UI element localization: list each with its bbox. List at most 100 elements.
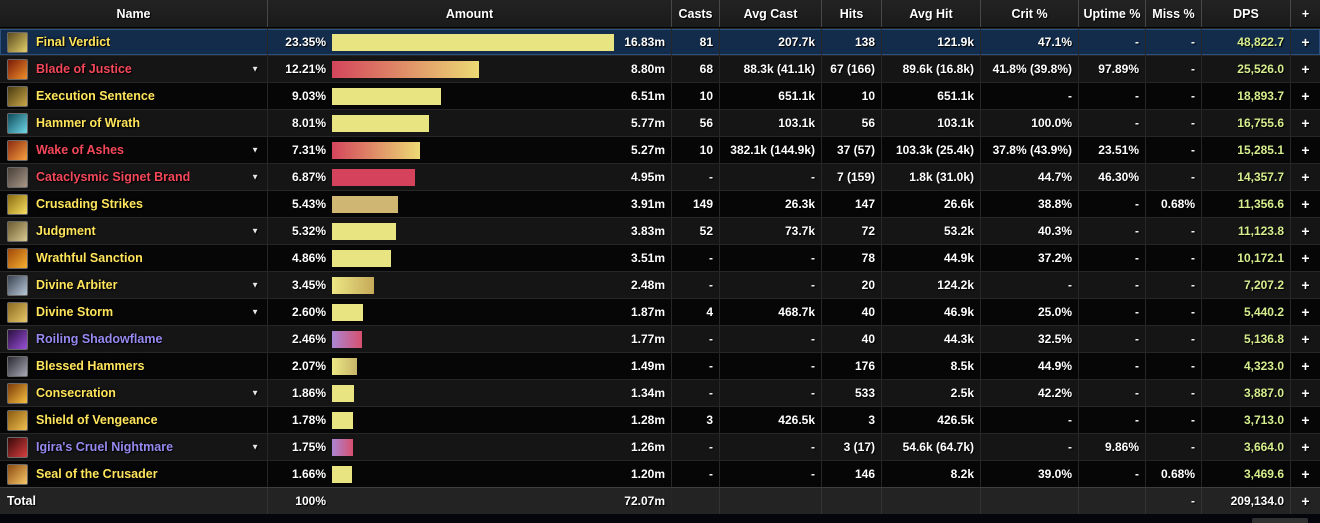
- column-header-casts[interactable]: Casts: [672, 0, 720, 27]
- amount-value: 5.27m: [630, 143, 665, 157]
- expand-plus-button[interactable]: +: [1301, 358, 1310, 374]
- expand-arrow-icon[interactable]: ▼: [251, 388, 259, 398]
- ability-name-link[interactable]: Judgment: [36, 224, 96, 238]
- ability-name-link[interactable]: Blessed Hammers: [36, 359, 145, 373]
- ability-name-link[interactable]: Hammer of Wrath: [36, 116, 140, 130]
- ability-row-divine-storm[interactable]: Divine Storm ▼ 2.60% 1.87m 4 468.7k 40 46.9k 25.…: [0, 298, 1320, 325]
- dps-cell: 4,323.0: [1202, 353, 1291, 379]
- column-header-hits[interactable]: Hits: [822, 0, 882, 27]
- expand-arrow-icon[interactable]: ▼: [251, 280, 259, 290]
- ability-name-cell: Execution Sentence: [0, 83, 268, 109]
- column-header-avg-hit[interactable]: Avg Hit: [882, 0, 981, 27]
- expand-plus-button[interactable]: +: [1301, 439, 1310, 455]
- crit-cell: 25.0%: [981, 299, 1079, 325]
- avg-hit-cell: 8.5k: [882, 353, 981, 379]
- ability-row-blade-of-justice[interactable]: Blade of Justice ▼ 12.21% 8.80m 68 88.3k (41.…: [0, 55, 1320, 82]
- dps-cell: 3,664.0: [1202, 434, 1291, 460]
- column-header-uptime[interactable]: Uptime %: [1079, 0, 1146, 27]
- total-expand-plus-button[interactable]: +: [1301, 493, 1310, 509]
- expand-arrow-icon[interactable]: ▼: [251, 64, 259, 74]
- casts-cell: 68: [672, 56, 720, 82]
- ability-name-link[interactable]: Seal of the Crusader: [36, 467, 158, 481]
- hits-cell: 40: [822, 326, 882, 352]
- divine-arbiter-icon: [7, 274, 28, 296]
- ability-row-judgment[interactable]: Judgment ▼ 5.32% 3.83m 52 73.7k 72 53.2k 40.3% - -…: [0, 217, 1320, 244]
- expand-plus-button[interactable]: +: [1301, 34, 1310, 50]
- ability-row-roiling-shadowflame[interactable]: Roiling Shadowflame 2.46% 1.77m - -40 44.3k 32…: [0, 325, 1320, 352]
- expand-arrow-icon[interactable]: ▼: [251, 145, 259, 155]
- ability-name-link[interactable]: Crusading Strikes: [36, 197, 143, 211]
- expand-plus-button[interactable]: +: [1301, 115, 1310, 131]
- expand-plus-button[interactable]: +: [1301, 61, 1310, 77]
- column-header-crit[interactable]: Crit %: [981, 0, 1079, 27]
- uptime-cell: -: [1079, 461, 1146, 487]
- ability-name-link[interactable]: Execution Sentence: [36, 89, 155, 103]
- ability-name-link[interactable]: Blade of Justice: [36, 62, 132, 76]
- expand-plus-button[interactable]: +: [1301, 385, 1310, 401]
- amount-percent: 5.43%: [291, 197, 326, 211]
- miss-cell: -: [1146, 218, 1202, 244]
- hits-cell: 56: [822, 110, 882, 136]
- expand-plus-button[interactable]: +: [1301, 331, 1310, 347]
- ability-row-hammer-of-wrath[interactable]: Hammer of Wrath 8.01% 5.77m 56 103.1k 56 103.1…: [0, 109, 1320, 136]
- expand-arrow-icon[interactable]: ▼: [251, 307, 259, 317]
- ability-row-divine-arbiter[interactable]: Divine Arbiter ▼ 3.45% 2.48m - -20 124.2k - - -7,…: [0, 271, 1320, 298]
- ability-name-link[interactable]: Igira's Cruel Nightmare: [36, 440, 174, 454]
- ability-name-link[interactable]: Final Verdict: [36, 35, 111, 49]
- column-header-expand[interactable]: +: [1301, 6, 1310, 21]
- ability-row-wake-of-ashes[interactable]: Wake of Ashes ▼ 7.31% 5.27m 10 382.1k (144.9k…: [0, 136, 1320, 163]
- amount-bar-track: [332, 87, 614, 105]
- ability-row-crusading-strikes[interactable]: Crusading Strikes 5.43% 3.91m 149 26.3k 147 26…: [0, 190, 1320, 217]
- miss-cell: 0.68%: [1146, 191, 1202, 217]
- ability-row-execution-sentence[interactable]: Execution Sentence 9.03% 6.51m 10 651.1k 10 65…: [0, 82, 1320, 109]
- ability-row-seal-of-the-crusader[interactable]: Seal of the Crusader 1.66% 1.20m - -146 8.2k 3…: [0, 460, 1320, 487]
- ability-row-final-verdict[interactable]: Final Verdict 23.35% 16.83m 81 207.7k 138 121.…: [0, 28, 1320, 55]
- ability-row-igira-s-cruel-nightmare[interactable]: Igira's Cruel Nightmare ▼ 1.75% 1.26m - -3 (1…: [0, 433, 1320, 460]
- expand-plus-button[interactable]: +: [1301, 223, 1310, 239]
- column-header-avg-cast[interactable]: Avg Cast: [720, 0, 822, 27]
- expand-plus-button[interactable]: +: [1301, 412, 1310, 428]
- expand-plus-button[interactable]: +: [1301, 196, 1310, 212]
- casts-cell: 10: [672, 83, 720, 109]
- crit-cell: 44.9%: [981, 353, 1079, 379]
- ability-name-link[interactable]: Shield of Vengeance: [36, 413, 158, 427]
- ability-name-link[interactable]: Wake of Ashes: [36, 143, 124, 157]
- expand-plus-button[interactable]: +: [1301, 88, 1310, 104]
- ability-row-shield-of-vengeance[interactable]: Shield of Vengeance 1.78% 1.28m 3 426.5k 3 426…: [0, 406, 1320, 433]
- column-header-amount[interactable]: Amount: [268, 0, 672, 27]
- ability-name-link[interactable]: Wrathful Sanction: [36, 251, 143, 265]
- amount-cell: 1.75% 1.26m: [268, 434, 672, 460]
- expand-plus-button[interactable]: +: [1301, 304, 1310, 320]
- ability-name-link[interactable]: Divine Arbiter: [36, 278, 118, 292]
- column-header-miss[interactable]: Miss %: [1146, 0, 1202, 27]
- amount-bar: [332, 357, 357, 375]
- ability-name-link[interactable]: Consecration: [36, 386, 116, 400]
- wrathful-sanction-icon: [7, 247, 28, 269]
- expand-plus-button[interactable]: +: [1301, 142, 1310, 158]
- ability-name-link[interactable]: Roiling Shadowflame: [36, 332, 163, 346]
- crit-cell: 32.5%: [981, 326, 1079, 352]
- expand-plus-button[interactable]: +: [1301, 466, 1310, 482]
- ability-name-link[interactable]: Cataclysmic Signet Brand: [36, 170, 191, 184]
- ability-name-link[interactable]: Divine Storm: [36, 305, 114, 319]
- hits-cell: 78: [822, 245, 882, 271]
- expand-arrow-icon[interactable]: ▼: [251, 172, 259, 182]
- column-header-name[interactable]: Name: [0, 0, 268, 27]
- ability-row-wrathful-sanction[interactable]: Wrathful Sanction 4.86% 3.51m - -78 44.9k 37.2…: [0, 244, 1320, 271]
- avg-hit-cell: 26.6k: [882, 191, 981, 217]
- avg-hit-cell: 2.5k: [882, 380, 981, 406]
- ability-row-blessed-hammers[interactable]: Blessed Hammers 2.07% 1.49m - -176 8.5k 44.9% -…: [0, 352, 1320, 379]
- amount-value: 16.83m: [624, 35, 665, 49]
- amount-bar: [332, 249, 391, 267]
- column-header-dps[interactable]: DPS: [1202, 0, 1291, 27]
- expand-arrow-icon[interactable]: ▼: [251, 226, 259, 236]
- ability-row-cataclysmic-signet-brand[interactable]: Cataclysmic Signet Brand ▼ 6.87% 4.95m - -7 (…: [0, 163, 1320, 190]
- ability-row-consecration[interactable]: Consecration ▼ 1.86% 1.34m - -533 2.5k 42.2% - -3…: [0, 379, 1320, 406]
- execution-sentence-icon: [7, 85, 28, 107]
- expand-plus-button[interactable]: +: [1301, 277, 1310, 293]
- expand-plus-button[interactable]: +: [1301, 250, 1310, 266]
- expand-plus-button[interactable]: +: [1301, 169, 1310, 185]
- avg-hit-cell: 44.3k: [882, 326, 981, 352]
- expand-arrow-icon[interactable]: ▼: [251, 442, 259, 452]
